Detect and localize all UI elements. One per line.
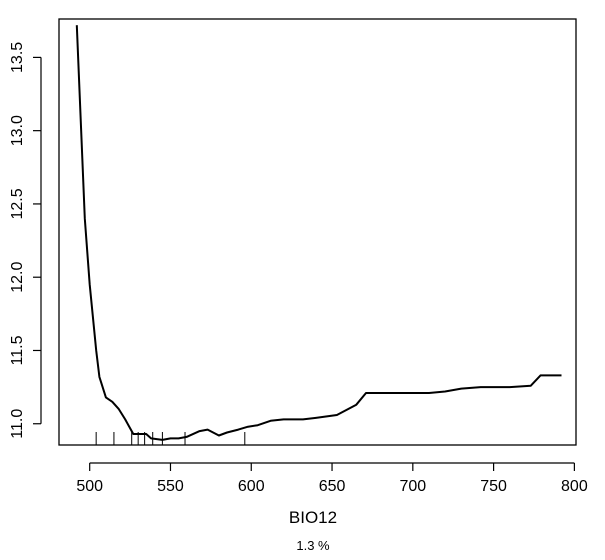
y-axis: 11.0 11.5 12.0 12.5 13.0 13.5 (9, 42, 42, 439)
chart-subtitle: 1.3 % (296, 538, 330, 553)
y-tick-label: 13.5 (9, 42, 26, 73)
x-tick-label: 800 (561, 478, 588, 495)
y-tick-label: 12.0 (9, 262, 26, 293)
x-tick-label: 650 (319, 478, 346, 495)
x-tick-label: 600 (238, 478, 265, 495)
x-axis: 500 550 600 650 700 750 800 (76, 462, 588, 495)
y-tick-label: 13.0 (9, 115, 26, 146)
y-tick-label: 11.0 (9, 409, 26, 439)
y-tick-label: 11.5 (9, 335, 26, 365)
x-tick-label: 750 (480, 478, 507, 495)
series-line (75, 25, 562, 441)
x-axis-label: BIO12 (289, 508, 337, 527)
y-tick-label: 12.5 (9, 188, 26, 219)
x-tick-label: 500 (76, 478, 103, 495)
x-tick-label: 550 (157, 478, 184, 495)
plot-frame (58, 18, 577, 446)
x-tick-label: 700 (399, 478, 426, 495)
